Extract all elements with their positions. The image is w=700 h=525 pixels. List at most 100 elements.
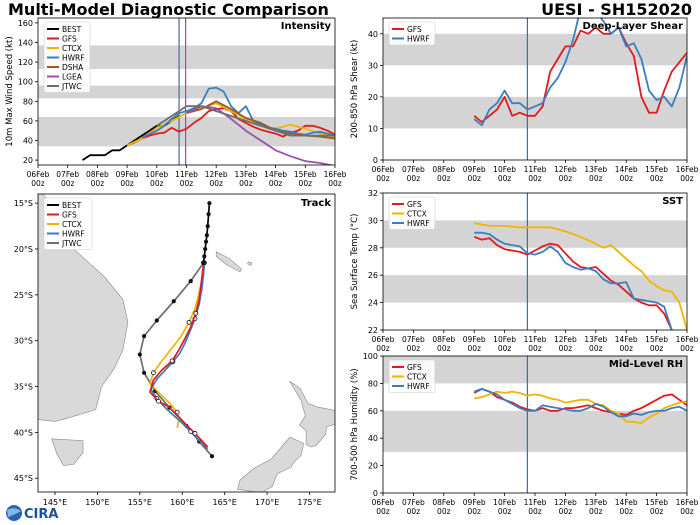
x-tick-label: 08Feb: [432, 165, 455, 174]
track-point-jtwc: [141, 334, 147, 339]
legend-box: [388, 359, 436, 393]
shade-band: [38, 45, 335, 69]
series-hwrf: [141, 86, 335, 139]
y-tick-label: 10: [368, 124, 378, 133]
lon-tick-label: 160°E: [170, 498, 194, 507]
x-tick-label: 12Feb: [205, 170, 228, 179]
x-tick-label: 00z: [437, 507, 451, 516]
x-tick-label: 00z: [120, 179, 134, 188]
y-tick-label: 32: [368, 189, 378, 198]
legend-label-gfs: GFS: [62, 35, 77, 44]
x-tick-label: 15Feb: [645, 165, 668, 174]
panel-rh: 02040608010006Feb00z07Feb00z08Feb00z09Fe…: [350, 352, 699, 516]
x-tick-label: 00z: [619, 507, 633, 516]
track-point-best: [202, 254, 207, 259]
panel-track: 145°E 150°E 155°E 160°E 165°E 170°E 175°E 15°S 2…: [14, 193, 336, 507]
x-tick-label: 00z: [437, 344, 451, 353]
x-tick-label: 09Feb: [463, 335, 486, 344]
x-tick-label: 06Feb: [372, 335, 395, 344]
track-point-jtwc: [141, 370, 147, 375]
legend-label-ctcx: CTCX: [62, 220, 82, 229]
x-tick-label: 10Feb: [493, 335, 516, 344]
panel-title: Deep-Layer Shear: [583, 21, 684, 32]
x-tick-label: 00z: [680, 344, 694, 353]
y-tick-label: 100: [18, 78, 33, 87]
panel-shear: 01020304006Feb00z07Feb00z08Feb00z09Feb00…: [350, 17, 699, 183]
y-tick-label: 100: [363, 352, 378, 361]
x-tick-label: 00z: [328, 179, 342, 188]
y-tick-label: 140: [18, 39, 33, 48]
y-tick-label: 120: [18, 58, 33, 67]
page-title: Multi-Model Diagnostic Comparison: [8, 0, 329, 19]
x-tick-label: 06Feb: [27, 170, 50, 179]
map-land: [38, 194, 335, 492]
x-tick-label: 12Feb: [554, 498, 577, 507]
lat-tick-label: 40°S: [14, 428, 33, 437]
x-tick-label: 00z: [589, 174, 603, 183]
x-tick-label: 16Feb: [324, 170, 347, 179]
legend-label-hwrf: HWRF: [62, 54, 85, 63]
x-tick-label: 00z: [619, 344, 633, 353]
track-point-best: [204, 233, 209, 238]
x-tick-label: 00z: [619, 174, 633, 183]
lon-tick-label: 170°E: [255, 498, 279, 507]
legend-label-lgea: LGEA: [62, 73, 83, 82]
new-caledonia: [215, 251, 243, 273]
x-tick-label: 00z: [269, 179, 283, 188]
x-tick-label: 14Feb: [264, 170, 287, 179]
track-point-jtwc: [137, 352, 142, 357]
legend-box: [43, 21, 91, 93]
x-tick-label: 11Feb: [175, 170, 198, 179]
x-tick-label: 00z: [589, 344, 603, 353]
x-tick-label: 09Feb: [463, 498, 486, 507]
legend-label-ctcx: CTCX: [407, 210, 427, 219]
x-tick-label: 11Feb: [524, 165, 547, 174]
y-tick-label: 40: [368, 434, 378, 443]
x-tick-label: 00z: [680, 507, 694, 516]
y-tick-label: 80: [368, 379, 378, 388]
panel-title: SST: [662, 196, 683, 207]
x-tick-label: 14Feb: [615, 165, 638, 174]
series-ctcx: [474, 390, 687, 425]
y-tick-label: 60: [368, 407, 378, 416]
track-ctcx: [149, 262, 206, 428]
x-tick-label: 00z: [528, 344, 542, 353]
x-tick-label: 00z: [467, 344, 481, 353]
x-tick-label: 00z: [498, 174, 512, 183]
y-tick-label: 28: [368, 244, 378, 253]
x-tick-label: 00z: [299, 179, 313, 188]
panel-title: Intensity: [281, 21, 332, 32]
x-tick-label: 10Feb: [493, 498, 516, 507]
x-tick-label: 00z: [498, 344, 512, 353]
x-tick-label: 16Feb: [676, 165, 699, 174]
legend-label-ctcx: CTCX: [62, 44, 82, 53]
x-tick-label: 13Feb: [584, 165, 607, 174]
y-tick-label: 160: [18, 19, 33, 28]
shade-band: [383, 410, 687, 452]
x-tick-label: 13Feb: [584, 498, 607, 507]
legend-label-gfs: GFS: [407, 25, 422, 34]
legend-label-hwrf: HWRF: [407, 382, 430, 391]
track-point-jtwc: [171, 299, 176, 304]
y-tick-label: 20: [368, 462, 378, 471]
lon-tick-label: 165°E: [213, 498, 237, 507]
track-point-jtwc: [209, 454, 215, 459]
x-tick-label: 00z: [31, 179, 45, 188]
x-tick-label: 07Feb: [402, 165, 425, 174]
x-tick-label: 00z: [498, 507, 512, 516]
y-tick-label: 30: [368, 61, 378, 70]
x-tick-label: 15Feb: [645, 498, 668, 507]
x-tick-label: 10Feb: [493, 165, 516, 174]
track-point-best: [205, 223, 210, 229]
x-tick-label: 00z: [209, 179, 223, 188]
track-point-gfs: [156, 398, 161, 404]
x-tick-label: 00z: [150, 179, 164, 188]
nz-south-island: [237, 436, 304, 492]
track-point-best: [203, 246, 208, 252]
x-tick-label: 06Feb: [372, 498, 395, 507]
y-tick-label: 0: [373, 489, 378, 498]
series-gfs: [473, 235, 673, 330]
lat-tick-label: 35°S: [14, 383, 33, 392]
legend-label-hwrf: HWRF: [407, 219, 430, 228]
